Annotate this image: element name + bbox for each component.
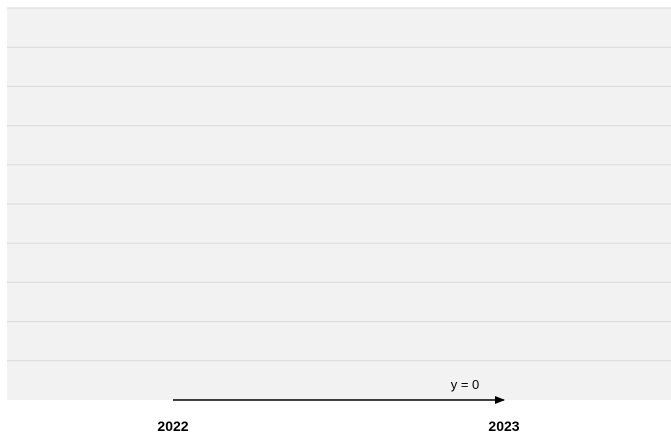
x-axis-ticks: 2022 2023 bbox=[157, 418, 519, 434]
gridlines bbox=[7, 7, 671, 362]
x-tick-label: 2023 bbox=[488, 418, 519, 434]
x-tick-label: 2022 bbox=[157, 418, 188, 434]
annotations: y = 0 bbox=[451, 377, 480, 392]
annotation-label: y = 0 bbox=[451, 377, 480, 392]
